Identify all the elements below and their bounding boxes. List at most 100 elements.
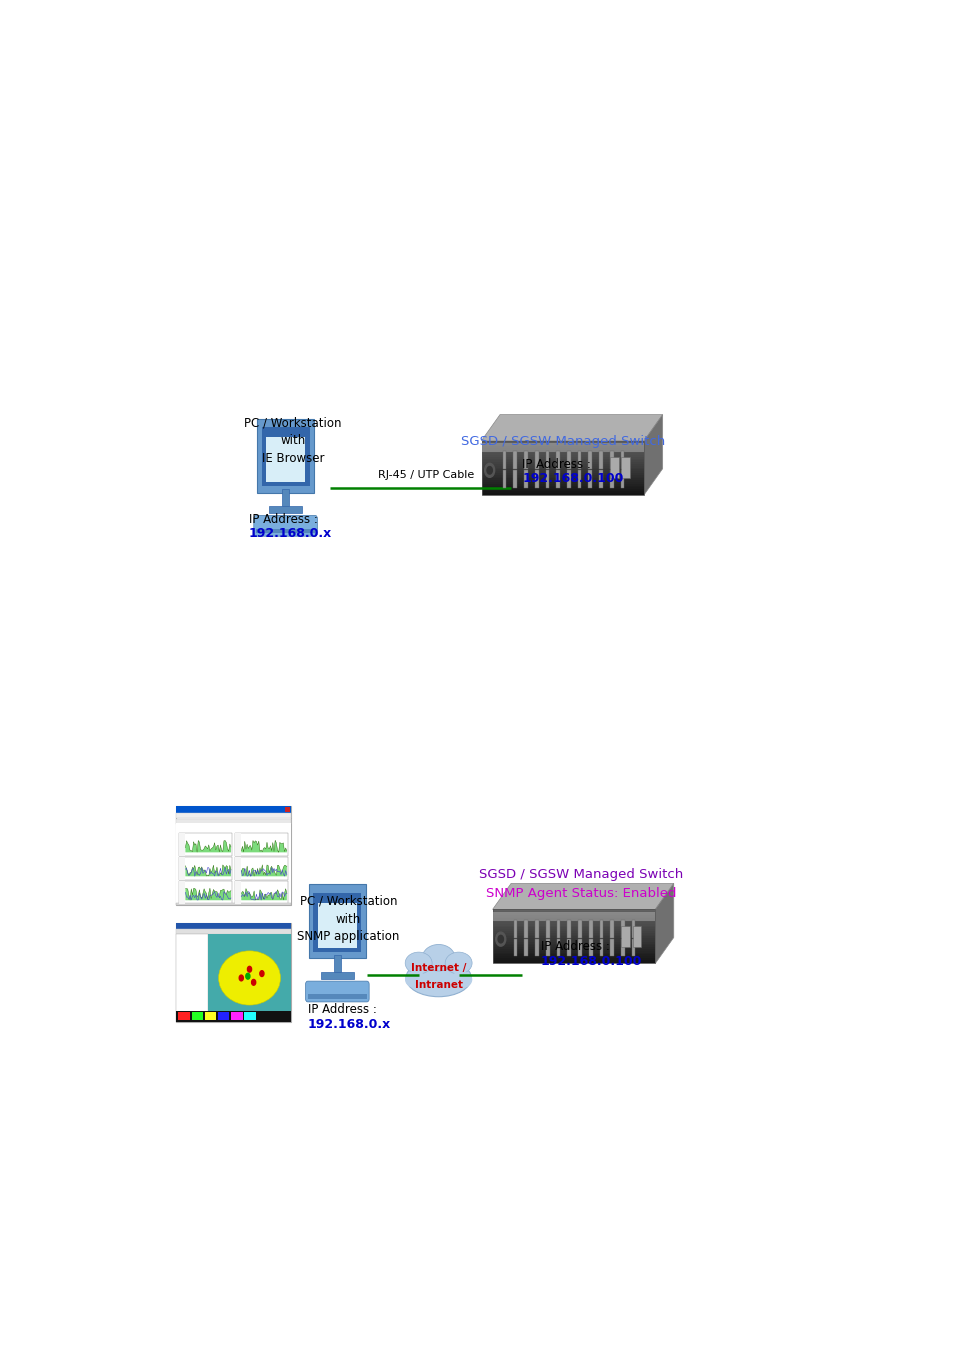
FancyBboxPatch shape bbox=[492, 921, 655, 922]
FancyBboxPatch shape bbox=[244, 1012, 255, 1021]
FancyBboxPatch shape bbox=[492, 953, 655, 954]
Polygon shape bbox=[241, 865, 287, 876]
FancyBboxPatch shape bbox=[578, 470, 580, 487]
FancyBboxPatch shape bbox=[492, 910, 655, 911]
FancyBboxPatch shape bbox=[481, 471, 643, 472]
Polygon shape bbox=[185, 865, 231, 876]
FancyBboxPatch shape bbox=[523, 470, 527, 487]
FancyBboxPatch shape bbox=[492, 922, 655, 923]
FancyBboxPatch shape bbox=[334, 956, 340, 972]
FancyBboxPatch shape bbox=[588, 451, 592, 468]
FancyBboxPatch shape bbox=[481, 460, 643, 462]
FancyBboxPatch shape bbox=[609, 470, 613, 487]
Ellipse shape bbox=[405, 971, 426, 988]
FancyBboxPatch shape bbox=[492, 961, 655, 964]
FancyBboxPatch shape bbox=[609, 456, 618, 478]
FancyBboxPatch shape bbox=[492, 940, 655, 942]
FancyBboxPatch shape bbox=[556, 451, 559, 468]
FancyBboxPatch shape bbox=[176, 819, 291, 823]
Text: with: with bbox=[280, 435, 305, 447]
FancyBboxPatch shape bbox=[632, 926, 640, 948]
FancyBboxPatch shape bbox=[481, 459, 643, 460]
Text: 192.168.0.100: 192.168.0.100 bbox=[521, 472, 623, 485]
FancyBboxPatch shape bbox=[514, 921, 517, 937]
FancyBboxPatch shape bbox=[481, 443, 643, 444]
FancyBboxPatch shape bbox=[492, 926, 655, 927]
Text: IP Address :: IP Address : bbox=[308, 1003, 376, 1017]
FancyBboxPatch shape bbox=[481, 472, 643, 475]
Polygon shape bbox=[241, 888, 287, 900]
FancyBboxPatch shape bbox=[492, 942, 655, 944]
Circle shape bbox=[247, 967, 252, 972]
FancyBboxPatch shape bbox=[481, 440, 643, 443]
Text: with: with bbox=[335, 913, 360, 926]
FancyBboxPatch shape bbox=[620, 926, 629, 948]
FancyBboxPatch shape bbox=[631, 940, 635, 956]
FancyBboxPatch shape bbox=[556, 940, 559, 956]
FancyBboxPatch shape bbox=[492, 929, 655, 932]
FancyBboxPatch shape bbox=[305, 981, 369, 1002]
FancyBboxPatch shape bbox=[481, 482, 643, 483]
FancyBboxPatch shape bbox=[598, 470, 602, 487]
FancyBboxPatch shape bbox=[545, 451, 549, 468]
FancyBboxPatch shape bbox=[481, 487, 643, 489]
FancyBboxPatch shape bbox=[492, 949, 655, 950]
FancyBboxPatch shape bbox=[205, 1012, 216, 1021]
FancyBboxPatch shape bbox=[481, 444, 643, 446]
FancyBboxPatch shape bbox=[492, 911, 655, 921]
FancyBboxPatch shape bbox=[588, 940, 592, 956]
FancyBboxPatch shape bbox=[492, 948, 655, 949]
Text: RJ-45 / UTP Cable: RJ-45 / UTP Cable bbox=[377, 470, 474, 481]
FancyBboxPatch shape bbox=[578, 940, 581, 956]
FancyBboxPatch shape bbox=[492, 923, 655, 926]
FancyBboxPatch shape bbox=[234, 857, 288, 880]
FancyBboxPatch shape bbox=[179, 882, 185, 903]
Circle shape bbox=[496, 931, 505, 946]
Polygon shape bbox=[492, 883, 673, 910]
Text: PC / Workstation: PC / Workstation bbox=[299, 895, 396, 907]
FancyBboxPatch shape bbox=[256, 418, 314, 493]
Circle shape bbox=[486, 467, 492, 474]
FancyBboxPatch shape bbox=[481, 481, 643, 482]
FancyBboxPatch shape bbox=[481, 491, 643, 493]
FancyBboxPatch shape bbox=[253, 516, 317, 536]
Circle shape bbox=[497, 936, 503, 942]
FancyBboxPatch shape bbox=[231, 1012, 242, 1021]
Polygon shape bbox=[241, 840, 287, 852]
FancyBboxPatch shape bbox=[234, 857, 241, 880]
FancyBboxPatch shape bbox=[524, 940, 528, 956]
FancyBboxPatch shape bbox=[588, 921, 592, 937]
FancyBboxPatch shape bbox=[481, 455, 643, 456]
FancyBboxPatch shape bbox=[578, 921, 581, 937]
FancyBboxPatch shape bbox=[266, 437, 305, 482]
FancyBboxPatch shape bbox=[255, 529, 314, 533]
FancyBboxPatch shape bbox=[492, 934, 655, 937]
FancyBboxPatch shape bbox=[513, 451, 517, 468]
FancyBboxPatch shape bbox=[481, 462, 643, 464]
FancyBboxPatch shape bbox=[308, 884, 366, 958]
Text: 192.168.0.x: 192.168.0.x bbox=[249, 528, 332, 540]
FancyBboxPatch shape bbox=[492, 933, 655, 934]
FancyBboxPatch shape bbox=[492, 944, 655, 945]
Text: 192.168.0.x: 192.168.0.x bbox=[308, 1018, 391, 1031]
Ellipse shape bbox=[405, 952, 432, 973]
FancyBboxPatch shape bbox=[481, 467, 643, 470]
FancyBboxPatch shape bbox=[566, 451, 570, 468]
FancyBboxPatch shape bbox=[481, 478, 643, 481]
FancyBboxPatch shape bbox=[481, 451, 643, 454]
FancyBboxPatch shape bbox=[176, 822, 291, 906]
FancyBboxPatch shape bbox=[535, 451, 538, 468]
FancyBboxPatch shape bbox=[208, 934, 291, 1022]
FancyBboxPatch shape bbox=[566, 470, 570, 487]
FancyBboxPatch shape bbox=[261, 427, 310, 486]
Text: IE Browser: IE Browser bbox=[261, 452, 324, 464]
FancyBboxPatch shape bbox=[317, 903, 356, 948]
Ellipse shape bbox=[406, 960, 471, 996]
Circle shape bbox=[246, 973, 250, 979]
FancyBboxPatch shape bbox=[282, 490, 289, 506]
Ellipse shape bbox=[445, 952, 472, 973]
FancyBboxPatch shape bbox=[556, 470, 559, 487]
FancyBboxPatch shape bbox=[502, 470, 506, 487]
FancyBboxPatch shape bbox=[481, 477, 643, 478]
FancyBboxPatch shape bbox=[588, 470, 592, 487]
